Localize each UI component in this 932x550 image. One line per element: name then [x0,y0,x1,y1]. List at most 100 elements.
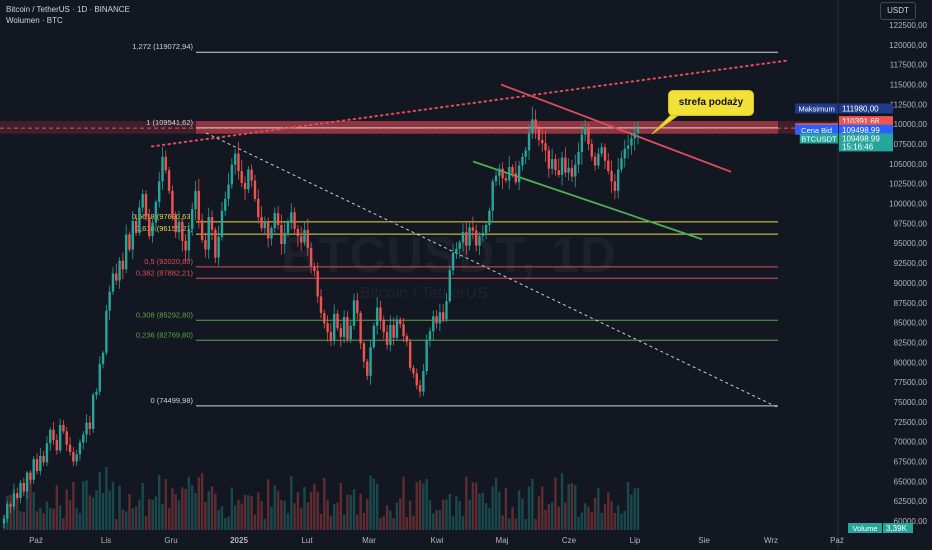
volume-bar [333,504,336,530]
candle-body [600,147,603,154]
price-tag-bg [839,124,893,135]
candle-body [157,181,161,202]
volume-bar [399,498,402,530]
volume-bar [237,499,240,530]
volume-bar [616,505,620,530]
volume-bar [435,510,438,530]
volume-bar [309,491,313,530]
time-tick-label: Lut [301,536,313,545]
currency-button[interactable]: USDT [880,2,916,20]
candle-body [12,493,16,507]
candle-body [101,352,105,364]
volume-title[interactable]: Wolumen · BTC [6,16,63,25]
volume-bar [303,486,306,530]
candle-body [49,429,52,444]
candle-body [309,248,313,267]
candle-body [445,301,448,320]
volume-bar [359,493,362,530]
volume-bar [389,510,392,530]
volume-bar [65,489,68,530]
candle-body [85,422,88,435]
candle-body [488,210,491,225]
price-tick-label: 85000,00 [894,319,928,328]
candle-body [151,222,154,237]
symbol-title[interactable]: Bitcoin / TetherUS · 1D · BINANCE [6,5,130,14]
volume-bar [138,499,141,530]
volume-bar [266,479,270,530]
fib-level-label: 0,618 (96155,21) [136,224,194,233]
price-tick-label: 110000,00 [890,120,928,129]
volume-bar [72,481,75,530]
price-tick-label: 72500,00 [894,418,928,427]
candle-body [25,472,29,492]
volume-bar [227,516,230,530]
volume-bar [432,513,435,530]
volume-bar [521,498,524,530]
volume-bar [392,518,395,530]
volume-bar [200,473,204,530]
volume-bar [607,492,610,530]
candle-body [95,391,98,395]
candle-body [359,313,362,344]
candle-body [474,230,478,246]
candle-body [362,343,366,362]
volume-bar [124,511,128,530]
volume-bar [151,499,154,530]
candles [2,106,640,529]
volume-bar [346,494,349,530]
volume-bar [600,513,603,530]
candle-body [187,228,191,251]
price-tick-label: 65000,00 [894,477,928,486]
candle-body [197,190,201,221]
candle-body [224,198,227,211]
volume-bar [408,500,412,530]
volume-bar [455,496,458,530]
volume-bar [494,477,498,530]
volume-bar [286,513,290,530]
candle-body [62,424,65,432]
candle-body [597,153,600,166]
volume-bar [273,485,276,530]
price-tick-label: 87500,00 [894,299,928,308]
volume-bar [197,477,201,530]
volume-bar [484,502,488,530]
volume-bar [141,483,144,530]
volume-bar [214,493,217,530]
candle-body [412,367,415,374]
supply-zone-callout[interactable]: strefa podaży [668,90,754,116]
candle-body [418,385,422,392]
candle-body [425,340,428,372]
candle-body [392,324,395,338]
volume-bar [448,493,451,530]
volume-bar [85,480,88,530]
candle-body [402,324,405,337]
candle-body [270,228,273,239]
time-tick-label: Gru [164,536,177,545]
candle-body [541,140,544,144]
volume-bar [478,493,481,530]
candle-body [441,312,445,320]
candle-body [131,221,134,250]
candle-body [263,221,267,229]
candle-body [138,207,141,233]
candle-body [593,156,597,166]
candle-body [382,320,385,333]
fib-level-label: 0,236 (82769,80) [136,330,194,339]
price-tick-label: 122500,00 [889,21,927,30]
volume-bar [39,507,42,530]
candle-body [9,504,12,507]
volume-bar [336,502,339,530]
price-tag-label: BTCUSDT [801,134,837,143]
time-tick-label: Sie [698,536,710,545]
volume-bar [270,506,273,530]
candle-body [290,212,293,222]
volume-bar [583,503,587,530]
candle-body [88,422,92,429]
volume-bar [78,513,82,530]
candle-body [306,229,309,249]
price-tag-label-bg [795,103,838,114]
volume-bar [534,518,537,530]
candle-body [395,319,399,338]
